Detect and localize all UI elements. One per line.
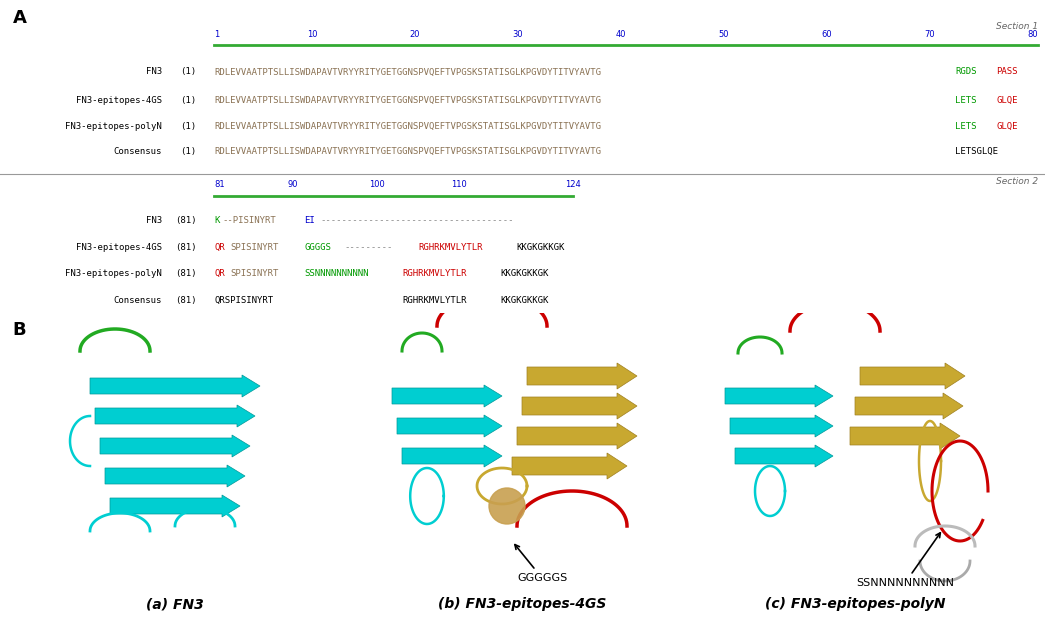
Text: K: K — [214, 216, 219, 225]
FancyArrow shape — [735, 445, 833, 467]
Text: QR: QR — [214, 269, 225, 279]
FancyArrow shape — [95, 405, 255, 427]
Text: GLQE: GLQE — [997, 96, 1018, 105]
Text: (a) FN3: (a) FN3 — [146, 597, 204, 611]
FancyArrow shape — [725, 385, 833, 407]
Text: GGGGS: GGGGS — [304, 243, 331, 252]
Text: QR: QR — [214, 243, 225, 252]
Text: 124: 124 — [565, 180, 581, 189]
Text: RDLEVVAATPTSLLISWDAPAVTVRYYRITYGETGGNSPVQEFTVPGSKSTATISGLKPGVDYTITVYAVTG: RDLEVVAATPTSLLISWDAPAVTVRYYRITYGETGGNSPV… — [214, 147, 601, 156]
Text: RGHRKMVLYTLR: RGHRKMVLYTLR — [418, 243, 483, 252]
Text: RDLEVVAATPTSLLISWDAPAVTVRYYRITYGETGGNSPVQEFTVPGSKSTATISGLKPGVDYTITVYAVTG: RDLEVVAATPTSLLISWDAPAVTVRYYRITYGETGGNSPV… — [214, 122, 601, 131]
Text: Section 2: Section 2 — [996, 177, 1038, 186]
Text: Section 1: Section 1 — [996, 22, 1038, 31]
Text: (1): (1) — [181, 122, 196, 131]
FancyArrow shape — [730, 415, 833, 437]
Text: SSNNNNNNNNNN: SSNNNNNNNNNN — [304, 269, 369, 279]
Text: FN3-epitopes-polyN: FN3-epitopes-polyN — [65, 269, 162, 279]
FancyArrow shape — [402, 445, 502, 467]
FancyArrow shape — [517, 423, 637, 449]
Text: (c) FN3-epitopes-polyN: (c) FN3-epitopes-polyN — [765, 597, 946, 611]
Text: PASS: PASS — [997, 68, 1018, 76]
Text: RDLEVVAATPTSLLISWDAPAVTVRYYRITYGETGGNSPVQEFTVPGSKSTATISGLKPGVDYTITVYAVTG: RDLEVVAATPTSLLISWDAPAVTVRYYRITYGETGGNSPV… — [214, 68, 601, 76]
Text: 60: 60 — [821, 30, 832, 39]
Text: 90: 90 — [287, 180, 298, 189]
Circle shape — [489, 488, 525, 524]
FancyArrow shape — [855, 393, 963, 419]
FancyArrow shape — [397, 415, 502, 437]
FancyArrow shape — [110, 495, 240, 517]
Text: 70: 70 — [925, 30, 935, 39]
FancyArrow shape — [522, 393, 637, 419]
Text: (81): (81) — [175, 269, 196, 279]
Text: FN3-epitopes-4GS: FN3-epitopes-4GS — [76, 243, 162, 252]
Text: (1): (1) — [181, 68, 196, 76]
FancyArrow shape — [100, 435, 250, 457]
Text: FN3-epitopes-4GS: FN3-epitopes-4GS — [76, 96, 162, 105]
Text: FN3-epitopes-polyN: FN3-epitopes-polyN — [65, 122, 162, 131]
FancyArrow shape — [512, 453, 627, 479]
FancyArrow shape — [527, 363, 637, 389]
Text: QRSPISINYRT: QRSPISINYRT — [214, 296, 274, 305]
Text: KKGKGKKGK: KKGKGKKGK — [500, 269, 549, 279]
Text: FN3: FN3 — [146, 68, 162, 76]
Text: 40: 40 — [616, 30, 626, 39]
Text: (1): (1) — [181, 96, 196, 105]
Text: SPISINYRT: SPISINYRT — [231, 269, 279, 279]
Text: RGHRKMVLYTLR: RGHRKMVLYTLR — [402, 269, 466, 279]
Text: KKGKGKKGK: KKGKGKKGK — [516, 243, 564, 252]
Text: (81): (81) — [175, 216, 196, 225]
Text: ------------------------------------: ------------------------------------ — [321, 216, 514, 225]
Text: 30: 30 — [513, 30, 524, 39]
Text: FN3: FN3 — [146, 216, 162, 225]
FancyArrow shape — [104, 465, 245, 487]
Text: ---------: --------- — [345, 243, 393, 252]
Text: RDLEVVAATPTSLLISWDAPAVTVRYYRITYGETGGNSPVQEFTVPGSKSTATISGLKPGVDYTITVYAVTG: RDLEVVAATPTSLLISWDAPAVTVRYYRITYGETGGNSPV… — [214, 96, 601, 105]
FancyArrow shape — [860, 363, 965, 389]
FancyArrow shape — [392, 385, 502, 407]
Text: A: A — [13, 9, 26, 28]
Text: (81): (81) — [175, 243, 196, 252]
Text: Consensus: Consensus — [114, 147, 162, 156]
Text: GGGGGS: GGGGGS — [515, 545, 567, 583]
Text: SPISINYRT: SPISINYRT — [231, 243, 279, 252]
Text: RGDS: RGDS — [955, 68, 977, 76]
Text: LETS: LETS — [955, 122, 977, 131]
Text: 100: 100 — [369, 180, 386, 189]
Text: 81: 81 — [214, 180, 225, 189]
Text: 50: 50 — [719, 30, 729, 39]
Text: B: B — [11, 321, 26, 339]
Text: 80: 80 — [1027, 30, 1038, 39]
Text: --PISINYRT: --PISINYRT — [223, 216, 276, 225]
Text: KKGKGKKGK: KKGKGKKGK — [500, 296, 549, 305]
Text: Consensus: Consensus — [114, 296, 162, 305]
Text: 110: 110 — [451, 180, 467, 189]
Text: 1: 1 — [214, 30, 219, 39]
Text: 20: 20 — [410, 30, 420, 39]
Text: (81): (81) — [175, 296, 196, 305]
Text: (1): (1) — [181, 147, 196, 156]
Text: 10: 10 — [307, 30, 318, 39]
Text: EI: EI — [304, 216, 315, 225]
Text: RGHRKMVLYTLR: RGHRKMVLYTLR — [402, 296, 466, 305]
Text: GLQE: GLQE — [997, 122, 1018, 131]
FancyArrow shape — [90, 375, 260, 397]
Text: LETS: LETS — [955, 96, 977, 105]
Text: SSNNNNNNNNNN: SSNNNNNNNNNN — [856, 533, 954, 588]
FancyArrow shape — [850, 423, 960, 449]
Text: LETSGLQE: LETSGLQE — [955, 147, 998, 156]
Text: (b) FN3-epitopes-4GS: (b) FN3-epitopes-4GS — [438, 597, 606, 611]
